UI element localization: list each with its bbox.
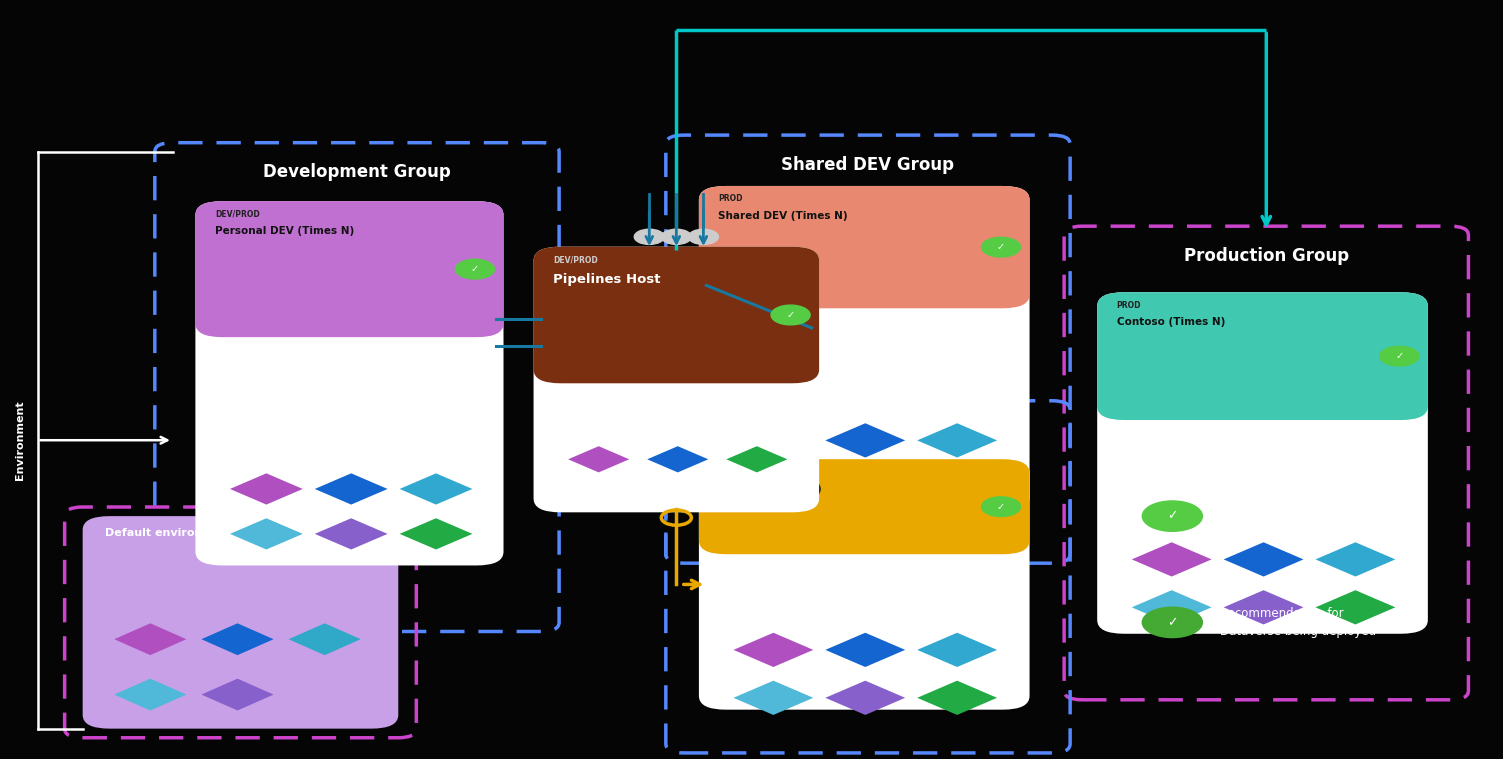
Text: UAT/QA (Times N): UAT/QA (Times N)	[718, 484, 822, 494]
Bar	[1105, 362, 1420, 416]
FancyBboxPatch shape	[1097, 292, 1428, 634]
Polygon shape	[400, 518, 472, 550]
Text: Default environment: Default environment	[105, 528, 234, 537]
FancyBboxPatch shape	[195, 201, 504, 337]
Polygon shape	[733, 471, 813, 505]
Polygon shape	[726, 446, 788, 472]
Text: Environment: Environment	[15, 401, 24, 480]
Text: Shared DEV (Times N): Shared DEV (Times N)	[718, 211, 848, 221]
Circle shape	[661, 229, 691, 244]
Text: Recommendation for
Dataverse being deployed: Recommendation for Dataverse being deplo…	[1220, 607, 1377, 638]
FancyBboxPatch shape	[195, 201, 504, 565]
Circle shape	[1380, 346, 1419, 366]
Polygon shape	[201, 623, 274, 655]
Text: DEV/PROD: DEV/PROD	[553, 255, 598, 264]
Text: ✓: ✓	[996, 502, 1006, 512]
FancyBboxPatch shape	[534, 247, 819, 383]
Circle shape	[771, 305, 810, 325]
Polygon shape	[825, 633, 905, 667]
FancyBboxPatch shape	[699, 186, 1030, 308]
Polygon shape	[230, 518, 302, 550]
Bar	[541, 321, 812, 380]
Polygon shape	[917, 471, 996, 505]
Circle shape	[455, 260, 494, 279]
Bar	[203, 276, 496, 333]
Text: DEV/PROD: DEV/PROD	[215, 209, 260, 219]
FancyBboxPatch shape	[699, 459, 1030, 554]
Polygon shape	[825, 681, 905, 715]
Polygon shape	[114, 679, 186, 710]
Text: ✓: ✓	[470, 264, 479, 274]
Circle shape	[1142, 501, 1202, 531]
FancyBboxPatch shape	[534, 247, 819, 512]
Polygon shape	[1132, 591, 1211, 625]
Text: ✓: ✓	[1168, 616, 1177, 629]
Text: ✓: ✓	[786, 310, 795, 320]
Polygon shape	[825, 424, 905, 458]
Polygon shape	[1315, 542, 1395, 577]
FancyBboxPatch shape	[699, 459, 1030, 710]
Bar	[706, 511, 1022, 550]
FancyBboxPatch shape	[699, 186, 1030, 512]
Text: Personal DEV (Times N): Personal DEV (Times N)	[215, 226, 355, 236]
Polygon shape	[400, 474, 472, 505]
Polygon shape	[733, 633, 813, 667]
FancyBboxPatch shape	[83, 516, 398, 729]
Polygon shape	[648, 446, 708, 472]
Polygon shape	[230, 474, 302, 505]
Polygon shape	[568, 446, 630, 472]
Polygon shape	[314, 518, 388, 550]
Text: ✓: ✓	[1168, 509, 1177, 523]
Circle shape	[634, 229, 664, 244]
Circle shape	[981, 497, 1021, 517]
Polygon shape	[289, 623, 361, 655]
Circle shape	[981, 238, 1021, 257]
Polygon shape	[1223, 591, 1303, 625]
Polygon shape	[114, 623, 186, 655]
Text: PROD: PROD	[718, 194, 742, 203]
Polygon shape	[917, 681, 996, 715]
Polygon shape	[1223, 542, 1303, 577]
Polygon shape	[917, 424, 996, 458]
Text: Pipelines Host: Pipelines Host	[553, 273, 661, 286]
Text: DEV/PROD: DEV/PROD	[718, 468, 764, 477]
Text: ✓: ✓	[996, 242, 1006, 252]
Text: PROD: PROD	[1117, 301, 1141, 310]
Text: Production Group: Production Group	[1184, 247, 1348, 265]
Text: Development Group: Development Group	[263, 163, 451, 181]
Polygon shape	[1315, 591, 1395, 625]
FancyBboxPatch shape	[1097, 292, 1428, 420]
Text: Contoso (Times N): Contoso (Times N)	[1117, 317, 1225, 327]
Text: Recommendation or
mandatory for being
a Managed Environment: Recommendation or mandatory for being a …	[1220, 492, 1365, 540]
Polygon shape	[1132, 542, 1211, 577]
Polygon shape	[201, 679, 274, 710]
Polygon shape	[314, 474, 388, 505]
Polygon shape	[733, 681, 813, 715]
Text: Shared DEV Group: Shared DEV Group	[782, 156, 954, 174]
Polygon shape	[917, 633, 996, 667]
Text: UAT: UAT	[849, 421, 887, 439]
Polygon shape	[825, 471, 905, 505]
Bar	[706, 253, 1022, 304]
Text: ✓: ✓	[1395, 351, 1404, 361]
Circle shape	[688, 229, 718, 244]
Circle shape	[1142, 607, 1202, 638]
Polygon shape	[733, 424, 813, 458]
